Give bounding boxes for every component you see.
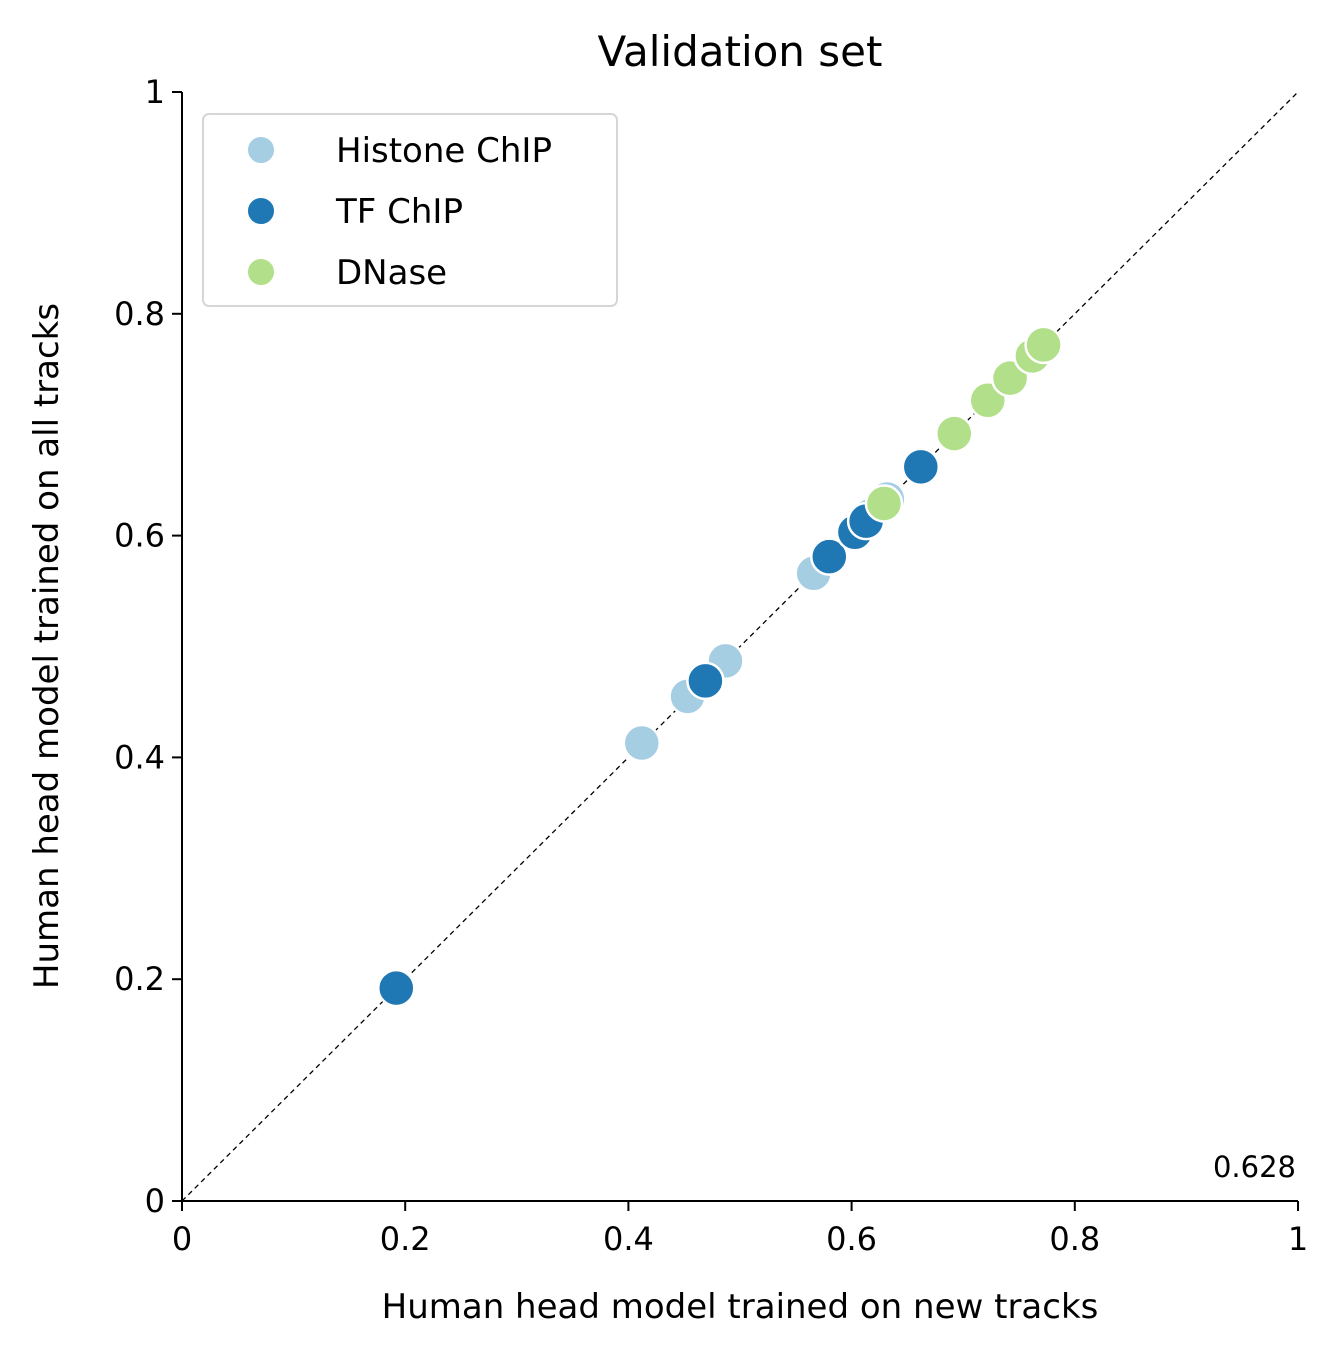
legend-marker — [246, 257, 276, 287]
legend-marker — [246, 196, 276, 226]
x-tick-label: 0.2 — [380, 1220, 431, 1258]
y-tick-label: 1 — [145, 73, 165, 111]
data-point-tf-chip — [686, 661, 725, 701]
legend: Histone ChIP TF ChIP DNase — [202, 113, 618, 307]
plot-area: 0 0.2 0.4 0.6 0.8 1 0 0.2 0.4 0.6 0.8 1 — [114, 73, 1308, 1258]
diagonal-reference-line — [181, 91, 1299, 1202]
y-tick-label: 0.4 — [114, 738, 165, 776]
data-points — [377, 325, 1063, 1008]
y-tick-label: 0.2 — [114, 960, 165, 998]
data-point-histone-chip — [622, 723, 662, 763]
data-point-tf-chip — [810, 537, 849, 576]
x-tick-label: 1 — [1288, 1220, 1308, 1258]
legend-label: Histone ChIP — [336, 131, 552, 171]
x-ticks: 0 0.2 0.4 0.6 0.8 1 — [172, 1201, 1308, 1258]
legend-marker — [246, 135, 276, 165]
legend-label: DNase — [336, 253, 447, 293]
data-point-dnase — [864, 484, 904, 523]
x-axis-label: Human head model trained on new tracks — [382, 1287, 1099, 1327]
chart-title: Validation set — [598, 27, 883, 76]
y-tick-label: 0 — [145, 1182, 165, 1220]
data-point-tf-chip — [377, 968, 416, 1008]
y-ticks: 0 0.2 0.4 0.6 0.8 1 — [114, 73, 182, 1220]
data-point-dnase — [1024, 325, 1063, 365]
x-tick-label: 0 — [172, 1220, 192, 1258]
y-tick-label: 0.8 — [114, 295, 165, 333]
x-tick-label: 0.8 — [1049, 1220, 1100, 1258]
y-axis-label: Human head model trained on all tracks — [27, 303, 67, 989]
data-point-dnase — [935, 414, 974, 453]
legend-items: Histone ChIP TF ChIP DNase — [246, 131, 552, 293]
y-tick-label: 0.6 — [114, 517, 165, 555]
corner-annotation: 0.628 — [1213, 1150, 1296, 1184]
x-tick-label: 0.6 — [826, 1220, 877, 1258]
x-tick-label: 0.4 — [603, 1220, 654, 1258]
data-point-tf-chip — [901, 447, 941, 487]
legend-label: TF ChIP — [335, 192, 463, 232]
legend-frame — [202, 113, 618, 307]
